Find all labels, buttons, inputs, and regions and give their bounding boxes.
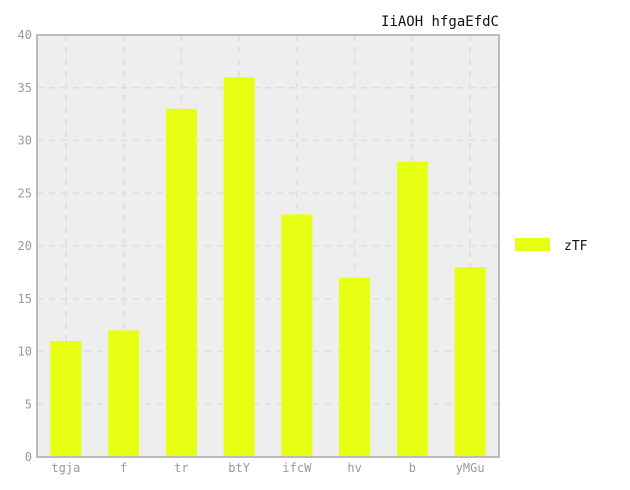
bar-f: [108, 330, 140, 457]
x-tick-label-yMGu: yMGu: [456, 461, 485, 475]
bar-tgja: [50, 340, 82, 457]
y-tick-label-15: 15: [18, 292, 32, 306]
bar-hv: [339, 277, 371, 457]
legend-swatch-ztf: [515, 238, 550, 251]
bars: [50, 77, 486, 457]
y-tick-label-35: 35: [18, 81, 32, 95]
y-tick-label-30: 30: [18, 134, 32, 148]
x-tick-label-tr: tr: [174, 461, 188, 475]
plot-frame: [36, 34, 500, 458]
chart-title: IiAOH hfgaEfdC: [381, 14, 499, 30]
legend-label-ztf: zTF: [564, 239, 588, 254]
x-tick-label-b: b: [409, 461, 416, 475]
y-tick-label-10: 10: [18, 345, 32, 359]
x-axis-ticks: tgja f tr btY ifcW hv b yMGu: [51, 461, 484, 475]
x-tick-label-f: f: [120, 461, 127, 475]
bar-b: [396, 161, 428, 457]
y-tick-label-5: 5: [25, 397, 32, 411]
x-tick-label-tgja: tgja: [51, 461, 80, 475]
y-tick-label-40: 40: [18, 28, 32, 42]
bar-btY: [223, 77, 255, 457]
y-tick-label-0: 0: [25, 450, 32, 464]
bar-ifcW: [281, 214, 313, 457]
x-tick-label-ifcW: ifcW: [282, 461, 312, 475]
legend: zTF: [515, 238, 588, 254]
bar-yMGu: [454, 267, 486, 457]
x-tick-label-btY: btY: [228, 461, 250, 475]
bar-tr: [165, 108, 197, 457]
y-tick-label-25: 25: [18, 186, 32, 200]
x-tick-label-hv: hv: [347, 461, 361, 475]
y-tick-label-20: 20: [18, 239, 32, 253]
y-axis-ticks: 0 5 10 15 20 25 30 35 40: [18, 28, 32, 464]
